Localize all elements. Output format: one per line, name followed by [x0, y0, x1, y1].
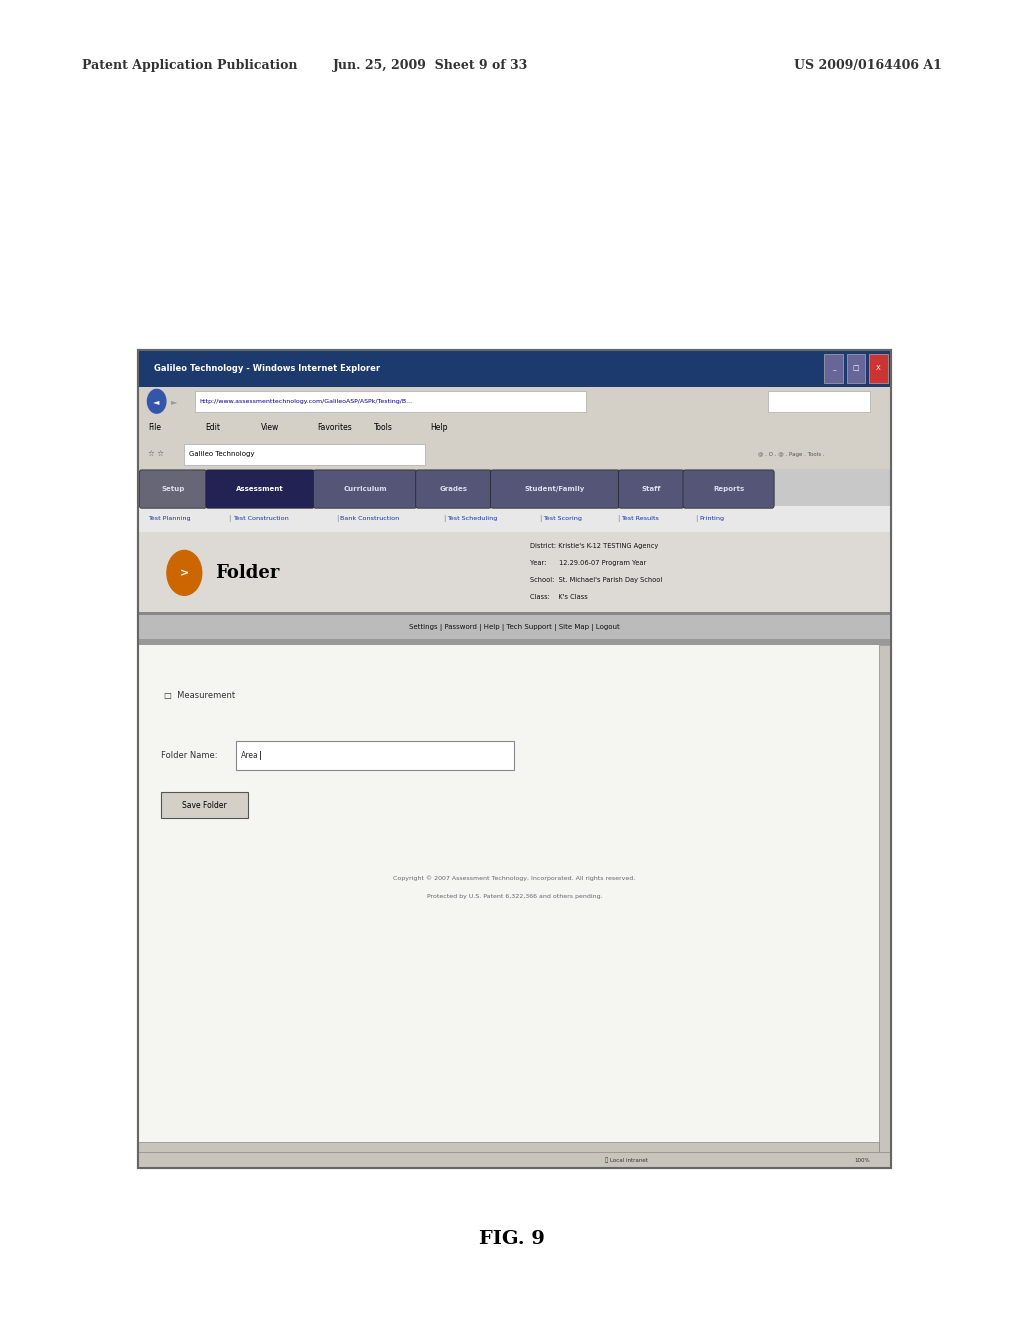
Text: □  Measurement: □ Measurement: [164, 692, 234, 700]
FancyBboxPatch shape: [847, 354, 865, 383]
FancyBboxPatch shape: [139, 470, 207, 508]
Text: Edit: Edit: [205, 424, 220, 432]
Text: School:  St. Michael's Parish Day School: School: St. Michael's Parish Day School: [529, 577, 662, 583]
FancyBboxPatch shape: [683, 470, 774, 508]
Text: 🌐 Local intranet: 🌐 Local intranet: [605, 1158, 648, 1163]
FancyBboxPatch shape: [768, 391, 870, 412]
Text: |: |: [336, 515, 338, 523]
FancyBboxPatch shape: [236, 741, 514, 770]
FancyBboxPatch shape: [138, 639, 891, 645]
Text: Student/Family: Student/Family: [525, 486, 585, 492]
FancyBboxPatch shape: [138, 350, 891, 1168]
Text: ☆ ☆: ☆ ☆: [148, 450, 165, 458]
Text: Reports: Reports: [713, 486, 744, 492]
Text: Year:      12.29.06-07 Program Year: Year: 12.29.06-07 Program Year: [529, 560, 646, 566]
FancyBboxPatch shape: [138, 387, 891, 416]
FancyBboxPatch shape: [195, 391, 586, 412]
Text: □: □: [853, 366, 859, 371]
FancyBboxPatch shape: [184, 444, 425, 465]
Text: ◄: ◄: [154, 397, 160, 405]
Text: _: _: [831, 366, 836, 371]
FancyBboxPatch shape: [138, 350, 891, 387]
Text: Settings | Password | Help | Tech Support | Site Map | Logout: Settings | Password | Help | Tech Suppor…: [410, 623, 620, 631]
Circle shape: [167, 550, 202, 595]
Text: Galileo Technology: Galileo Technology: [189, 451, 255, 457]
FancyBboxPatch shape: [138, 612, 891, 615]
FancyBboxPatch shape: [138, 416, 891, 440]
Text: Save Folder: Save Folder: [182, 801, 226, 809]
FancyBboxPatch shape: [138, 1152, 891, 1168]
Text: Test Scheduling: Test Scheduling: [447, 516, 498, 521]
Text: Folder Name:: Folder Name:: [161, 751, 217, 759]
Text: Test Planning: Test Planning: [148, 516, 191, 521]
Text: Area: Area: [241, 751, 258, 759]
FancyBboxPatch shape: [138, 532, 891, 614]
Text: Printing: Printing: [699, 516, 725, 521]
FancyBboxPatch shape: [138, 440, 891, 469]
Text: |: |: [617, 515, 620, 523]
Text: View: View: [261, 424, 280, 432]
Text: |: |: [695, 515, 698, 523]
Text: Help: Help: [430, 424, 447, 432]
Text: Galileo Technology - Windows Internet Explorer: Galileo Technology - Windows Internet Ex…: [154, 364, 380, 372]
Text: Folder: Folder: [215, 564, 280, 582]
Text: Tools: Tools: [374, 424, 392, 432]
Text: Bank Construction: Bank Construction: [340, 516, 399, 521]
Text: Test Scoring: Test Scoring: [543, 516, 582, 521]
Text: |: |: [228, 515, 230, 523]
FancyBboxPatch shape: [618, 470, 684, 508]
Text: FIG. 9: FIG. 9: [479, 1230, 545, 1249]
FancyBboxPatch shape: [879, 645, 891, 1152]
FancyBboxPatch shape: [490, 470, 620, 508]
FancyBboxPatch shape: [138, 1142, 879, 1152]
Text: Protected by U.S. Patent 6,322,366 and others pending.: Protected by U.S. Patent 6,322,366 and o…: [427, 894, 602, 899]
Text: |: |: [539, 515, 542, 523]
Text: ►: ►: [171, 397, 177, 405]
FancyBboxPatch shape: [869, 354, 888, 383]
Text: Jun. 25, 2009  Sheet 9 of 33: Jun. 25, 2009 Sheet 9 of 33: [333, 59, 527, 73]
Text: |: |: [443, 515, 445, 523]
Text: 100%: 100%: [855, 1158, 870, 1163]
Text: Test Results: Test Results: [622, 516, 659, 521]
Text: Patent Application Publication: Patent Application Publication: [82, 59, 297, 73]
FancyBboxPatch shape: [824, 354, 843, 383]
Text: >: >: [179, 568, 189, 578]
Text: Class:    K's Class: Class: K's Class: [529, 594, 588, 601]
Text: http://www.assessmenttechnology.com/GalileoASP/ASPk/Testing/B...: http://www.assessmenttechnology.com/Gali…: [200, 399, 413, 404]
FancyBboxPatch shape: [138, 615, 891, 639]
Text: Staff: Staff: [642, 486, 660, 492]
Text: Assessment: Assessment: [237, 486, 284, 492]
FancyBboxPatch shape: [138, 506, 891, 532]
Text: Test Construction: Test Construction: [232, 516, 289, 521]
Text: Setup: Setup: [162, 486, 184, 492]
Text: Favorites: Favorites: [317, 424, 352, 432]
FancyBboxPatch shape: [416, 470, 492, 508]
FancyBboxPatch shape: [313, 470, 417, 508]
Text: Grades: Grades: [439, 486, 468, 492]
Circle shape: [147, 389, 166, 413]
FancyBboxPatch shape: [206, 470, 314, 508]
FancyBboxPatch shape: [161, 792, 248, 818]
Text: Curriculum: Curriculum: [343, 486, 387, 492]
Text: @ . O . @ . Page . Tools .: @ . O . @ . Page . Tools .: [758, 451, 824, 457]
Text: Copyright © 2007 Assessment Technology, Incorporated. All rights reserved.: Copyright © 2007 Assessment Technology, …: [393, 875, 636, 880]
FancyBboxPatch shape: [138, 645, 891, 1152]
Text: US 2009/0164406 A1: US 2009/0164406 A1: [795, 59, 942, 73]
Text: File: File: [148, 424, 162, 432]
Text: X: X: [877, 366, 881, 371]
Text: District: Kristie's K-12 TESTING Agency: District: Kristie's K-12 TESTING Agency: [529, 543, 657, 549]
Text: |: |: [259, 751, 262, 759]
